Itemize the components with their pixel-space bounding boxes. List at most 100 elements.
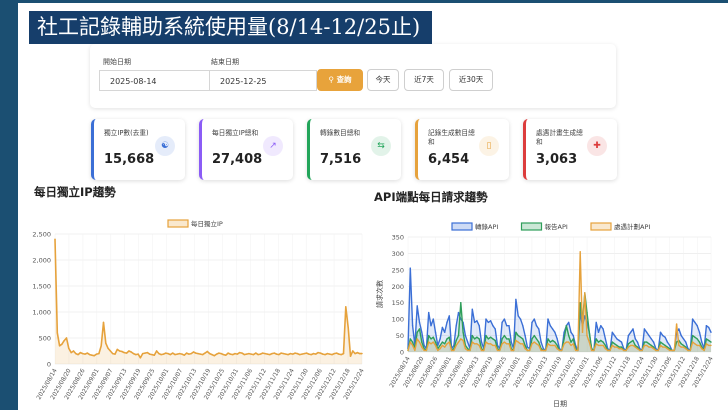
data-point xyxy=(342,352,345,355)
data-point xyxy=(347,326,349,329)
data-point xyxy=(65,337,68,339)
start-date-input[interactable]: 2025-08-14 xyxy=(99,70,211,91)
data-point xyxy=(657,349,659,352)
data-point xyxy=(494,328,496,330)
data-point xyxy=(705,343,708,345)
data-point xyxy=(469,349,471,352)
data-point xyxy=(135,353,137,356)
data-point xyxy=(710,344,712,347)
data-point xyxy=(188,353,190,355)
data-point xyxy=(489,336,492,338)
data-point xyxy=(241,352,243,354)
slide-left-bar xyxy=(0,0,18,410)
y-tick-label: 0 xyxy=(400,349,404,357)
data-point xyxy=(662,346,664,348)
data-point xyxy=(245,353,248,355)
data-point xyxy=(613,343,616,345)
query-button-label: 查詢 xyxy=(336,75,352,84)
query-button[interactable]: ⚲ 查詢 xyxy=(317,69,363,91)
data-point xyxy=(112,352,114,355)
data-point xyxy=(600,344,602,347)
data-point xyxy=(183,354,185,356)
legend-swatch xyxy=(590,222,612,231)
last-7-days-button[interactable]: 近7天 xyxy=(404,69,444,91)
data-point xyxy=(144,352,146,354)
data-point xyxy=(153,354,155,356)
today-button[interactable]: 今天 xyxy=(367,69,399,91)
data-point xyxy=(58,345,61,347)
last-30-days-button[interactable]: 近30天 xyxy=(449,69,493,91)
data-point xyxy=(595,321,597,324)
data-point xyxy=(428,341,430,343)
legend-label: 報告API xyxy=(545,222,568,231)
data-point xyxy=(285,353,287,355)
data-point xyxy=(634,338,636,340)
data-point xyxy=(593,349,595,352)
data-point xyxy=(91,354,93,356)
data-point xyxy=(349,355,352,357)
data-point xyxy=(218,352,220,354)
data-point xyxy=(239,351,241,354)
data-point xyxy=(549,325,551,327)
data-point xyxy=(271,352,273,355)
data-point xyxy=(680,334,682,337)
data-point xyxy=(464,334,467,337)
data-point xyxy=(710,341,712,343)
data-point xyxy=(611,331,613,333)
data-point xyxy=(549,341,551,343)
data-point xyxy=(590,349,593,352)
data-point xyxy=(234,352,236,355)
data-point xyxy=(611,344,613,347)
data-point xyxy=(563,338,565,340)
data-point xyxy=(627,334,630,337)
data-point xyxy=(535,325,538,327)
data-point xyxy=(354,352,356,355)
data-point xyxy=(600,339,602,342)
data-point xyxy=(597,341,600,343)
data-point xyxy=(82,352,84,355)
data-point xyxy=(666,346,669,348)
data-point xyxy=(471,341,473,343)
data-point xyxy=(694,336,696,338)
data-point xyxy=(476,336,478,338)
data-point xyxy=(439,344,441,347)
data-point xyxy=(68,347,70,350)
data-point xyxy=(696,344,698,347)
data-point xyxy=(496,349,499,352)
data-point xyxy=(441,326,444,329)
end-date-input[interactable]: 2025-12-25 xyxy=(209,70,317,91)
search-icon: ⚲ xyxy=(328,75,334,84)
data-point xyxy=(632,339,634,342)
data-point xyxy=(625,349,627,352)
data-point xyxy=(705,338,708,340)
data-point xyxy=(678,328,680,330)
y-tick-label: 300 xyxy=(392,250,404,258)
file-icon: ✚ xyxy=(587,136,607,156)
data-point xyxy=(340,353,342,356)
data-point xyxy=(165,352,167,354)
data-point xyxy=(439,338,441,340)
data-point xyxy=(503,334,506,337)
data-point xyxy=(643,344,646,347)
data-point xyxy=(176,353,178,355)
data-point xyxy=(698,331,701,333)
data-point xyxy=(691,318,694,320)
stat-value: 27,408 xyxy=(212,152,263,167)
data-point xyxy=(547,343,549,345)
data-point xyxy=(407,349,409,352)
data-point xyxy=(618,339,620,342)
data-point xyxy=(95,353,98,355)
data-point xyxy=(225,354,227,356)
data-point xyxy=(604,338,607,340)
data-point xyxy=(421,346,423,348)
data-point xyxy=(301,353,303,355)
daily-ip-chart: 05001,0001,5002,0002,5002025/08/142025/0… xyxy=(32,219,365,401)
data-point xyxy=(487,338,489,340)
data-point xyxy=(632,328,634,330)
data-point xyxy=(522,325,524,327)
data-point xyxy=(489,320,492,322)
data-point xyxy=(616,338,618,340)
data-point xyxy=(471,334,473,337)
data-point xyxy=(508,325,510,327)
stat-value: 6,454 xyxy=(428,152,470,167)
